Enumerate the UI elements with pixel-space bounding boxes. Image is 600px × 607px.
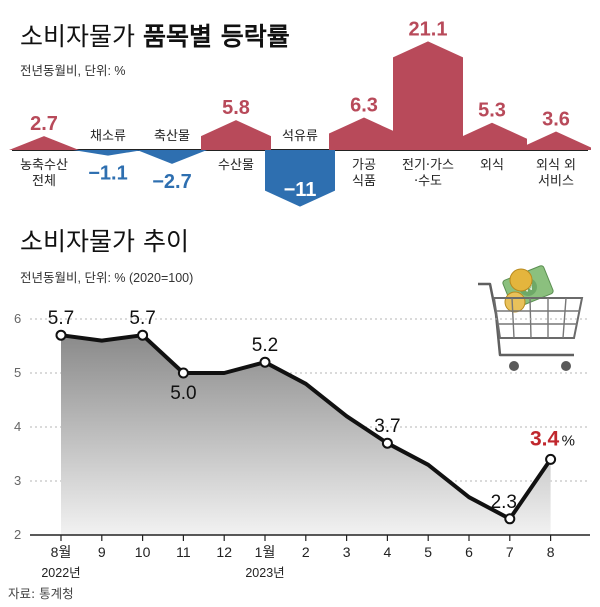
y-tick-label: 2 <box>14 527 21 542</box>
bar-category-label: 서비스 <box>538 174 574 189</box>
data-point <box>545 453 557 465</box>
data-point <box>504 513 516 525</box>
data-point <box>137 329 149 341</box>
bar-value-label: 5.8 <box>222 97 250 119</box>
point-value-label: 3.7 <box>374 416 400 437</box>
bar-arrow <box>73 150 143 156</box>
point-value-label: 5.7 <box>129 308 155 329</box>
bar-value-label: −1.1 <box>88 163 127 185</box>
bar-value-label: 2.7 <box>30 113 58 135</box>
y-tick-label: 5 <box>14 365 21 380</box>
year-label: 2022년 <box>41 566 80 580</box>
x-tick-label: 6 <box>465 544 473 560</box>
bar-category-label: 수산물 <box>218 158 254 173</box>
line-area-fill <box>61 335 551 535</box>
point-value-label: 5.0 <box>170 383 196 404</box>
bar-chart-subtitle: 전년동월비, 단위: % <box>20 64 126 78</box>
x-tick-label: 9 <box>98 544 106 560</box>
y-tick-label: 4 <box>14 419 21 434</box>
bar-value-label: −2.7 <box>152 171 191 193</box>
shopping-cart-money-icon: ₩ <box>478 265 584 371</box>
point-value-label: 2.3 <box>491 492 517 513</box>
point-value-label: 5.7 <box>48 308 74 329</box>
bar-category-label: 축산물 <box>154 129 190 144</box>
x-tick-label: 8월 <box>51 544 72 560</box>
x-tick-label: 1월 <box>255 544 276 560</box>
year-label: 2023년 <box>245 566 284 580</box>
source-note: 자료: 통계청 <box>8 586 74 601</box>
bar-arrow <box>393 41 463 150</box>
bar-arrow <box>265 150 335 207</box>
bar-value-label: 21.1 <box>409 18 448 40</box>
bar-category-label: 채소류 <box>90 129 126 144</box>
x-tick-label: 12 <box>216 544 232 560</box>
bar-arrow <box>329 117 399 150</box>
bar-arrow <box>521 131 591 150</box>
bar-arrow <box>457 122 527 150</box>
x-tick-label: 7 <box>506 544 514 560</box>
x-tick-label: 3 <box>343 544 351 560</box>
bar-category-label: ·수도 <box>414 174 442 189</box>
bar-chart-title: 소비자물가 품목별 등락률 <box>20 22 290 51</box>
bar-arrow <box>137 150 207 164</box>
bar-category-label: 외식 외 <box>536 158 576 173</box>
bar-value-label: 5.3 <box>478 100 506 122</box>
bar-arrow <box>201 120 271 150</box>
x-tick-label: 5 <box>424 544 432 560</box>
line-chart: 2 3 4 5 6 8월 9 10 11 12 1월 2 3 4 5 6 7 8 2022년 2023년 5.7 5.7 5… <box>14 308 590 580</box>
bar-category-label: 외식 <box>480 158 504 173</box>
line-chart-subtitle: 전년동월비, 단위: % (2020=100) <box>20 271 193 285</box>
point-unit-label: % <box>562 432 575 449</box>
bar-value-label: 6.3 <box>350 95 378 117</box>
bar-category-label: 석유류 <box>282 129 318 144</box>
x-tick-label: 2 <box>302 544 310 560</box>
bar-category-label: 전기·가스 <box>402 158 454 173</box>
bar-category-label: 가공 <box>352 158 376 173</box>
x-tick-label: 11 <box>176 544 191 560</box>
x-tick-label: 4 <box>384 544 392 560</box>
data-point <box>259 356 271 368</box>
bar-category-label: 농축수산 <box>20 158 68 173</box>
y-tick-label: 6 <box>14 311 21 326</box>
bar-value-label: 3.6 <box>542 108 570 130</box>
bar-arrow <box>9 136 79 150</box>
bar-category-label: 전체 <box>32 174 56 189</box>
data-point <box>55 329 67 341</box>
data-point <box>381 437 393 449</box>
point-value-label: 3.4 <box>530 427 560 450</box>
point-value-label: 5.2 <box>252 335 278 356</box>
bar-value-label: −11 <box>284 179 317 201</box>
x-tick-label: 10 <box>135 544 151 560</box>
line-chart-title: 소비자물가 추이 <box>20 227 189 256</box>
bar-category-label: 식품 <box>352 174 376 189</box>
y-tick-label: 3 <box>14 473 21 488</box>
x-tick-label: 8 <box>547 544 555 560</box>
data-point <box>177 367 189 379</box>
